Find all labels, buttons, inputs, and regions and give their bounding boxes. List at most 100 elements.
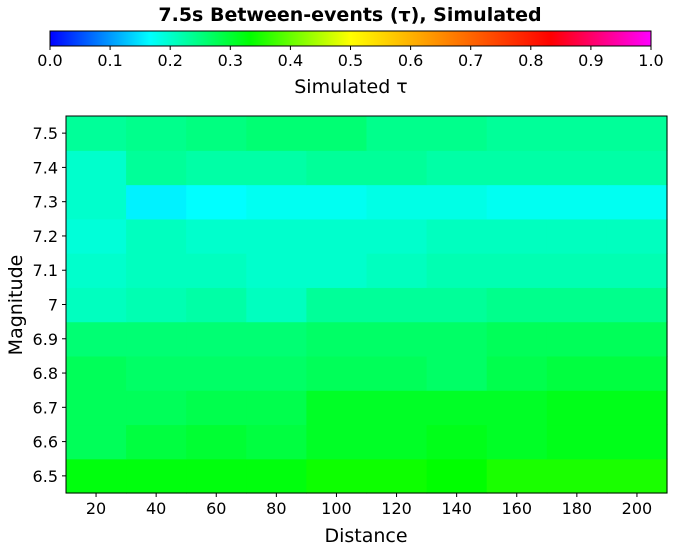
- colorbar-tick-label: 1.0: [638, 51, 663, 70]
- y-tick-label: 6.9: [33, 330, 58, 349]
- x-tick-label: 40: [146, 499, 166, 518]
- heatmap-cell: [606, 287, 668, 323]
- heatmap-cell: [426, 218, 488, 254]
- heatmap-cell: [366, 424, 428, 460]
- y-tick-label: 7.5: [33, 124, 58, 143]
- heatmap-cell: [546, 184, 608, 220]
- x-tick-label: 160: [501, 499, 532, 518]
- heatmap-cell: [546, 116, 608, 151]
- heatmap-cell: [366, 321, 428, 357]
- heatmap-cell: [246, 355, 307, 391]
- heatmap-cell: [366, 458, 428, 494]
- colorbar-label: Simulated τ: [294, 76, 408, 98]
- heatmap-cell: [486, 355, 548, 391]
- colorbar-tick-label: 0.1: [97, 51, 122, 70]
- heatmap-cell: [426, 116, 488, 151]
- heatmap-cell: [246, 458, 307, 494]
- heatmap-cell: [426, 287, 488, 323]
- x-tick-label: 180: [562, 499, 593, 518]
- heatmap-cell: [606, 355, 668, 391]
- heatmap-cell: [246, 150, 307, 186]
- colorbar-tick-label: 0.9: [578, 51, 603, 70]
- heatmap-cell: [486, 253, 548, 288]
- heatmap-cell: [546, 390, 608, 426]
- colorbar-tick-label: 0.8: [518, 51, 543, 70]
- heatmap-cell: [66, 321, 127, 357]
- heatmap-cell: [426, 424, 488, 460]
- heatmap-cell: [66, 218, 127, 254]
- y-tick-label: 7.2: [33, 227, 58, 246]
- heatmap-cell: [426, 253, 488, 288]
- heatmap-cell: [366, 116, 428, 151]
- y-axis-title: Magnitude: [5, 255, 27, 356]
- x-axis-ticks: 20 40 60 80 100 120 140 160 180 200: [86, 493, 652, 518]
- y-axis-ticks: 6.5 6.6 6.7 6.8 6.9 7 7.1 7.2 7.3 7.4 7.5: [33, 124, 66, 486]
- heatmap-cell: [246, 424, 307, 460]
- heatmap-cell: [186, 116, 247, 151]
- heatmap-cell: [246, 116, 307, 151]
- heatmap-cell: [186, 424, 247, 460]
- heatmap-cell: [126, 253, 187, 288]
- heatmap-cell: [186, 321, 247, 357]
- heatmap-cell: [246, 253, 307, 288]
- heatmap-cell: [606, 321, 668, 357]
- heatmap-cell: [546, 458, 608, 494]
- heatmap-cell: [486, 150, 548, 186]
- x-axis-title: Distance: [324, 525, 407, 547]
- y-tick-label: 7.3: [33, 193, 58, 212]
- heatmap-cell: [66, 253, 127, 288]
- heatmap-cell: [366, 355, 428, 391]
- heatmap-cell: [606, 150, 668, 186]
- heatmap-cell: [546, 355, 608, 391]
- heatmap-cell: [66, 184, 127, 220]
- y-tick-label: 6.5: [33, 467, 58, 486]
- heatmap-cell: [486, 116, 548, 151]
- heatmap-cell: [486, 287, 548, 323]
- heatmap-cell: [306, 424, 368, 460]
- colorbar-tick-label: 0.5: [338, 51, 363, 70]
- colorbar-tick-label: 0.7: [458, 51, 483, 70]
- x-tick-label: 120: [381, 499, 412, 518]
- heatmap-cell: [306, 355, 368, 391]
- x-tick-label: 20: [86, 499, 106, 518]
- heatmap-cell: [246, 321, 307, 357]
- heatmap-cell: [546, 321, 608, 357]
- heatmap-cell: [366, 150, 428, 186]
- heatmap-cell: [66, 355, 127, 391]
- heatmap-cell: [186, 355, 247, 391]
- heatmap-cell: [66, 150, 127, 186]
- heatmap-cell: [126, 150, 187, 186]
- heatmap-cell: [486, 321, 548, 357]
- colorbar: [49, 30, 652, 47]
- heatmap-cell: [306, 116, 368, 151]
- x-tick-label: 80: [266, 499, 286, 518]
- heatmap-cell: [546, 150, 608, 186]
- heatmap-cell: [366, 287, 428, 323]
- heatmap-cell: [246, 287, 307, 323]
- heatmap-cell: [546, 218, 608, 254]
- heatmap-cell: [186, 390, 247, 426]
- x-tick-label: 60: [206, 499, 226, 518]
- heatmap-cell: [66, 424, 127, 460]
- heatmap-cell: [546, 253, 608, 288]
- heatmap-cell: [126, 218, 187, 254]
- heatmap-cell: [486, 184, 548, 220]
- colorbar-tick-label: 0.0: [37, 51, 62, 70]
- heatmap-cell: [66, 287, 127, 323]
- heatmap-cell: [246, 218, 307, 254]
- heatmap-cell: [366, 390, 428, 426]
- y-tick-label: 6.8: [33, 364, 58, 383]
- heatmap-cell: [306, 150, 368, 186]
- heatmap-cell: [546, 424, 608, 460]
- heatmap-cell: [306, 390, 368, 426]
- x-tick-label: 140: [441, 499, 472, 518]
- heatmap-cell: [66, 390, 127, 426]
- heatmap-cell: [306, 184, 368, 220]
- heatmap-cell: [306, 321, 368, 357]
- heatmap-cell: [246, 184, 307, 220]
- chart-title: 7.5s Between-events (τ), Simulated: [158, 4, 541, 26]
- x-tick-label: 100: [321, 499, 352, 518]
- y-tick-label: 7: [48, 296, 58, 315]
- colorbar-tick-label: 0.3: [218, 51, 243, 70]
